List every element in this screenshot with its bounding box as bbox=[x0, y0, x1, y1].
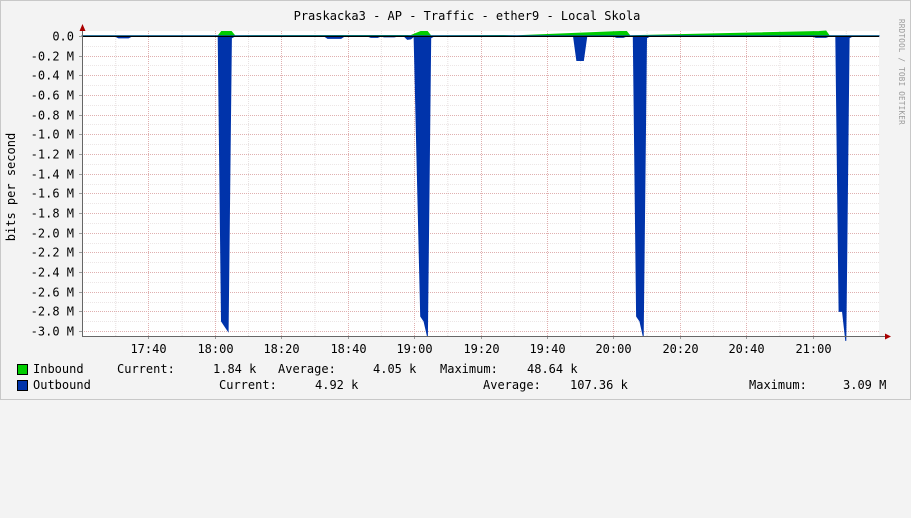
x-tick-label: 21:00 bbox=[795, 342, 831, 356]
outbound-swatch bbox=[17, 380, 28, 391]
y-tick-label: -0.2 M bbox=[31, 50, 74, 64]
x-tick-label: 19:20 bbox=[463, 342, 499, 356]
graph-frame: 0.0 -0.2 M -0.4 M -0.6 M -0.8 M -1.0 M -1.2 M -… bbox=[0, 0, 911, 400]
y-tick-label: -2.6 M bbox=[31, 286, 74, 300]
outbound-maximum-label: Maximum: bbox=[749, 378, 807, 392]
x-tick-labels: 17:40 18:00 18:20 18:40 19:00 19:20 19:40 20:00… bbox=[130, 342, 831, 356]
x-tick-label: 19:00 bbox=[396, 342, 432, 356]
y-tick-label: -0.4 M bbox=[31, 69, 74, 83]
outbound-legend-name: Outbound bbox=[33, 378, 91, 392]
y-tick-labels: 0.0 -0.2 M -0.4 M -0.6 M -0.8 M -1.0 M -1.2 M -… bbox=[31, 30, 74, 339]
y-tick-label: -1.6 M bbox=[31, 187, 74, 201]
inbound-swatch bbox=[17, 364, 28, 375]
legend-row-outbound: Outbound Current: 4.92 k Average: 107.36… bbox=[17, 378, 886, 392]
y-tick-label: -1.4 M bbox=[31, 168, 74, 182]
y-tick-label: -1.0 M bbox=[31, 128, 74, 142]
y-tick-label: 0.0 bbox=[52, 30, 74, 44]
x-tick-label: 18:40 bbox=[330, 342, 366, 356]
y-tick-label: -2.4 M bbox=[31, 266, 74, 280]
inbound-current-label: Current: bbox=[117, 362, 175, 376]
inbound-current-value: 1.84 k bbox=[213, 362, 257, 376]
y-tick-label: -0.8 M bbox=[31, 109, 74, 123]
x-tick-label: 19:40 bbox=[529, 342, 565, 356]
inbound-average-label: Average: bbox=[278, 362, 336, 376]
y-tick-label: -2.2 M bbox=[31, 246, 74, 260]
inbound-average-value: 4.05 k bbox=[373, 362, 417, 376]
legend-row-inbound: Inbound Current: 1.84 k Average: 4.05 k … bbox=[17, 362, 578, 376]
outbound-average-label: Average: bbox=[483, 378, 541, 392]
traffic-chart: 0.0 -0.2 M -0.4 M -0.6 M -0.8 M -1.0 M -1.2 M -… bbox=[4, 9, 906, 356]
y-axis-arrow bbox=[79, 24, 86, 31]
outbound-current-label: Current: bbox=[219, 378, 277, 392]
y-tick-label: -2.8 M bbox=[31, 305, 74, 319]
x-axis-arrow bbox=[885, 333, 891, 340]
x-tick-label: 18:20 bbox=[263, 342, 299, 356]
x-tick-label: 20:20 bbox=[662, 342, 698, 356]
y-tick-label: -3.0 M bbox=[31, 325, 74, 339]
inbound-maximum-value: 48.64 k bbox=[527, 362, 578, 376]
y-tick-label: -1.8 M bbox=[31, 207, 74, 221]
x-tick-label: 18:00 bbox=[197, 342, 233, 356]
y-tick-label: -0.6 M bbox=[31, 89, 74, 103]
plot-area bbox=[82, 31, 879, 336]
x-tick-label: 17:40 bbox=[130, 342, 166, 356]
axes bbox=[79, 24, 891, 340]
y-axis-label: bits per second bbox=[4, 133, 18, 241]
y-tick-label: -2.0 M bbox=[31, 227, 74, 241]
outbound-average-value: 107.36 k bbox=[570, 378, 628, 392]
y-tick-label: -1.2 M bbox=[31, 148, 74, 162]
outbound-current-value: 4.92 k bbox=[315, 378, 359, 392]
inbound-legend-name: Inbound bbox=[33, 362, 84, 376]
x-tick-label: 20:40 bbox=[728, 342, 764, 356]
rrdtool-credit: RRDTOOL / TOBI OETIKER bbox=[897, 19, 906, 125]
outbound-maximum-value: 3.09 M bbox=[843, 378, 887, 392]
inbound-maximum-label: Maximum: bbox=[440, 362, 498, 376]
x-tick-label: 20:00 bbox=[595, 342, 631, 356]
chart-title: Praskacka3 - AP - Traffic - ether9 - Loc… bbox=[294, 9, 641, 23]
